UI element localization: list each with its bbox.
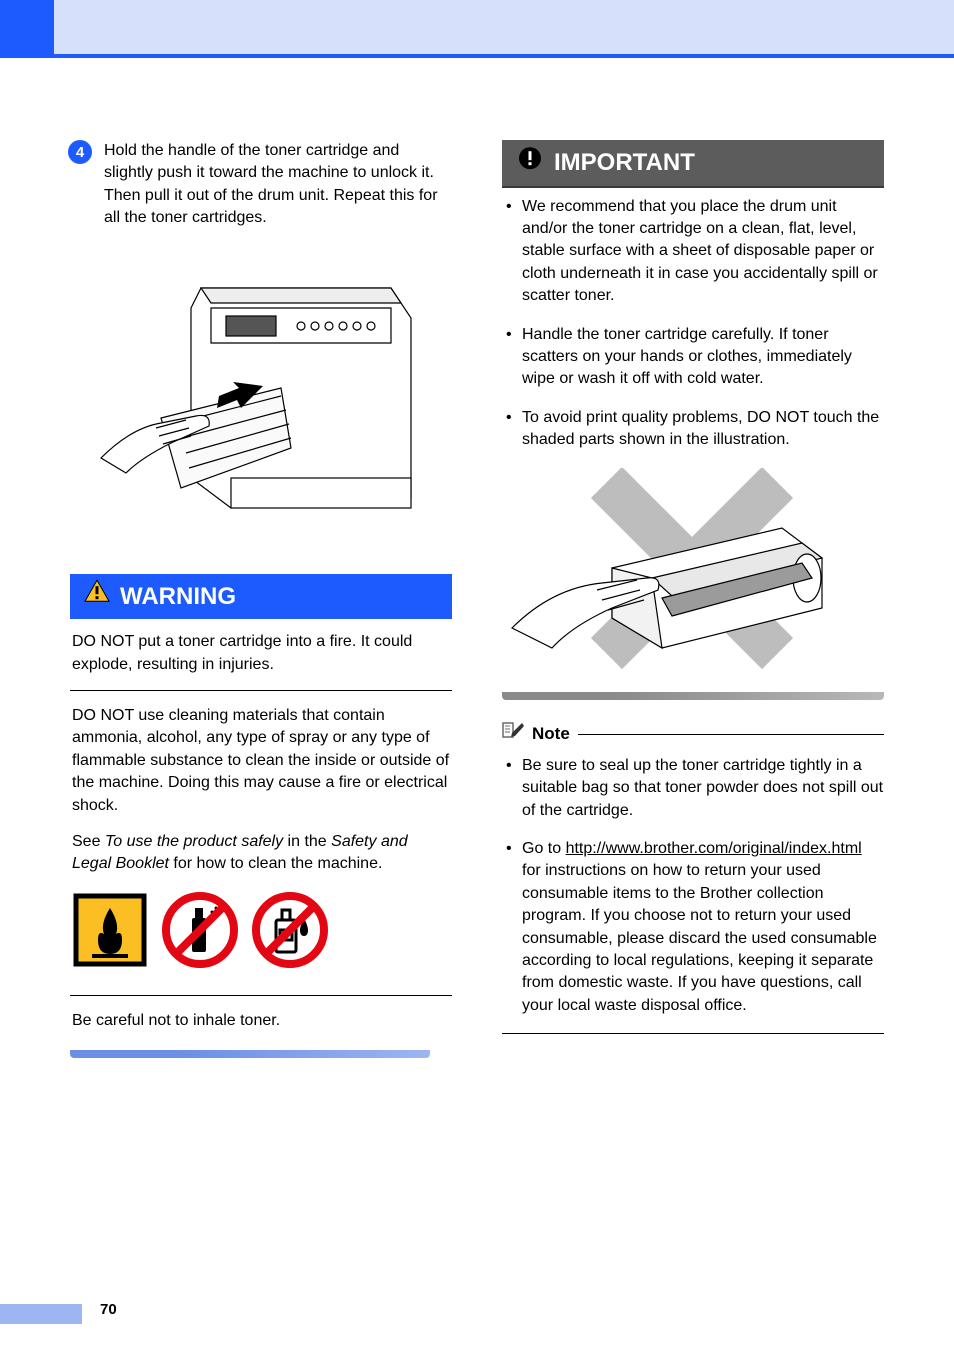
warning-see-a: See bbox=[72, 833, 105, 850]
no-spray-icon bbox=[160, 890, 240, 977]
warning-see-e: for how to clean the machine. bbox=[169, 855, 382, 872]
note-item-2: Go to http://www.brother.com/original/in… bbox=[506, 838, 884, 1017]
page-number: 70 bbox=[100, 1299, 117, 1320]
fire-hazard-icon bbox=[70, 890, 150, 977]
header-band bbox=[0, 0, 954, 54]
note-rule bbox=[578, 734, 884, 735]
warning-para-2b: See To use the product safely in the Saf… bbox=[70, 831, 452, 876]
page-number-bar bbox=[0, 1304, 82, 1324]
no-solvent-icon bbox=[250, 890, 330, 977]
important-body: We recommend that you place the drum uni… bbox=[502, 196, 884, 688]
warning-para-1: DO NOT put a toner cartridge into a fire… bbox=[70, 631, 452, 676]
note-header: Note bbox=[502, 720, 884, 749]
prohibit-icons-row bbox=[70, 890, 452, 977]
step-4-block: 4 Hold the handle of the toner cartridge… bbox=[70, 140, 452, 230]
warning-triangle-icon bbox=[84, 580, 110, 614]
note-body: Be sure to seal up the toner cartridge t… bbox=[502, 755, 884, 1034]
printer-illustration bbox=[91, 248, 431, 548]
warning-body: DO NOT put a toner cartridge into a fire… bbox=[70, 631, 452, 1032]
warning-see-c: in the bbox=[283, 833, 331, 850]
warning-para-2a: DO NOT use cleaning materials that conta… bbox=[70, 705, 452, 817]
step-number-badge: 4 bbox=[68, 140, 92, 164]
page-content: 4 Hold the handle of the toner cartridge… bbox=[70, 140, 884, 1288]
note-item-2-link[interactable]: http://www.brother.com/original/index.ht… bbox=[566, 840, 862, 857]
note-item-1: Be sure to seal up the toner cartridge t… bbox=[506, 755, 884, 822]
warning-title: WARNING bbox=[120, 583, 236, 610]
important-header: IMPORTANT bbox=[502, 140, 884, 188]
important-title: IMPORTANT bbox=[554, 149, 695, 176]
step-4-text: Hold the handle of the toner cartridge a… bbox=[104, 140, 452, 230]
warning-header: WARNING bbox=[70, 574, 452, 620]
warning-para-3: Be careful not to inhale toner. bbox=[70, 1010, 452, 1032]
warning-see-b: To use the product safely bbox=[105, 833, 283, 850]
important-item-3: To avoid print quality problems, DO NOT … bbox=[506, 407, 884, 452]
warning-divider-1 bbox=[70, 690, 452, 691]
note-item-2-a: Go to bbox=[522, 840, 566, 857]
important-item-1: We recommend that you place the drum uni… bbox=[506, 196, 884, 308]
left-column-footer-bar bbox=[70, 1050, 430, 1058]
left-column: 4 Hold the handle of the toner cartridge… bbox=[70, 140, 452, 1288]
right-column: IMPORTANT We recommend that you place th… bbox=[502, 140, 884, 1288]
note-title: Note bbox=[532, 722, 570, 746]
important-exclamation-icon bbox=[518, 146, 542, 180]
toner-cartridge-illustration bbox=[502, 468, 842, 688]
important-footer-bar bbox=[502, 692, 884, 700]
note-footer-rule bbox=[502, 1033, 884, 1034]
warning-divider-2 bbox=[70, 995, 452, 996]
important-item-2: Handle the toner cartridge carefully. If… bbox=[506, 324, 884, 391]
note-pencil-icon bbox=[502, 720, 524, 749]
sidebar-tab bbox=[0, 0, 54, 54]
note-item-2-b: for instructions on how to return your u… bbox=[522, 862, 877, 1013]
header-rule bbox=[0, 54, 954, 58]
